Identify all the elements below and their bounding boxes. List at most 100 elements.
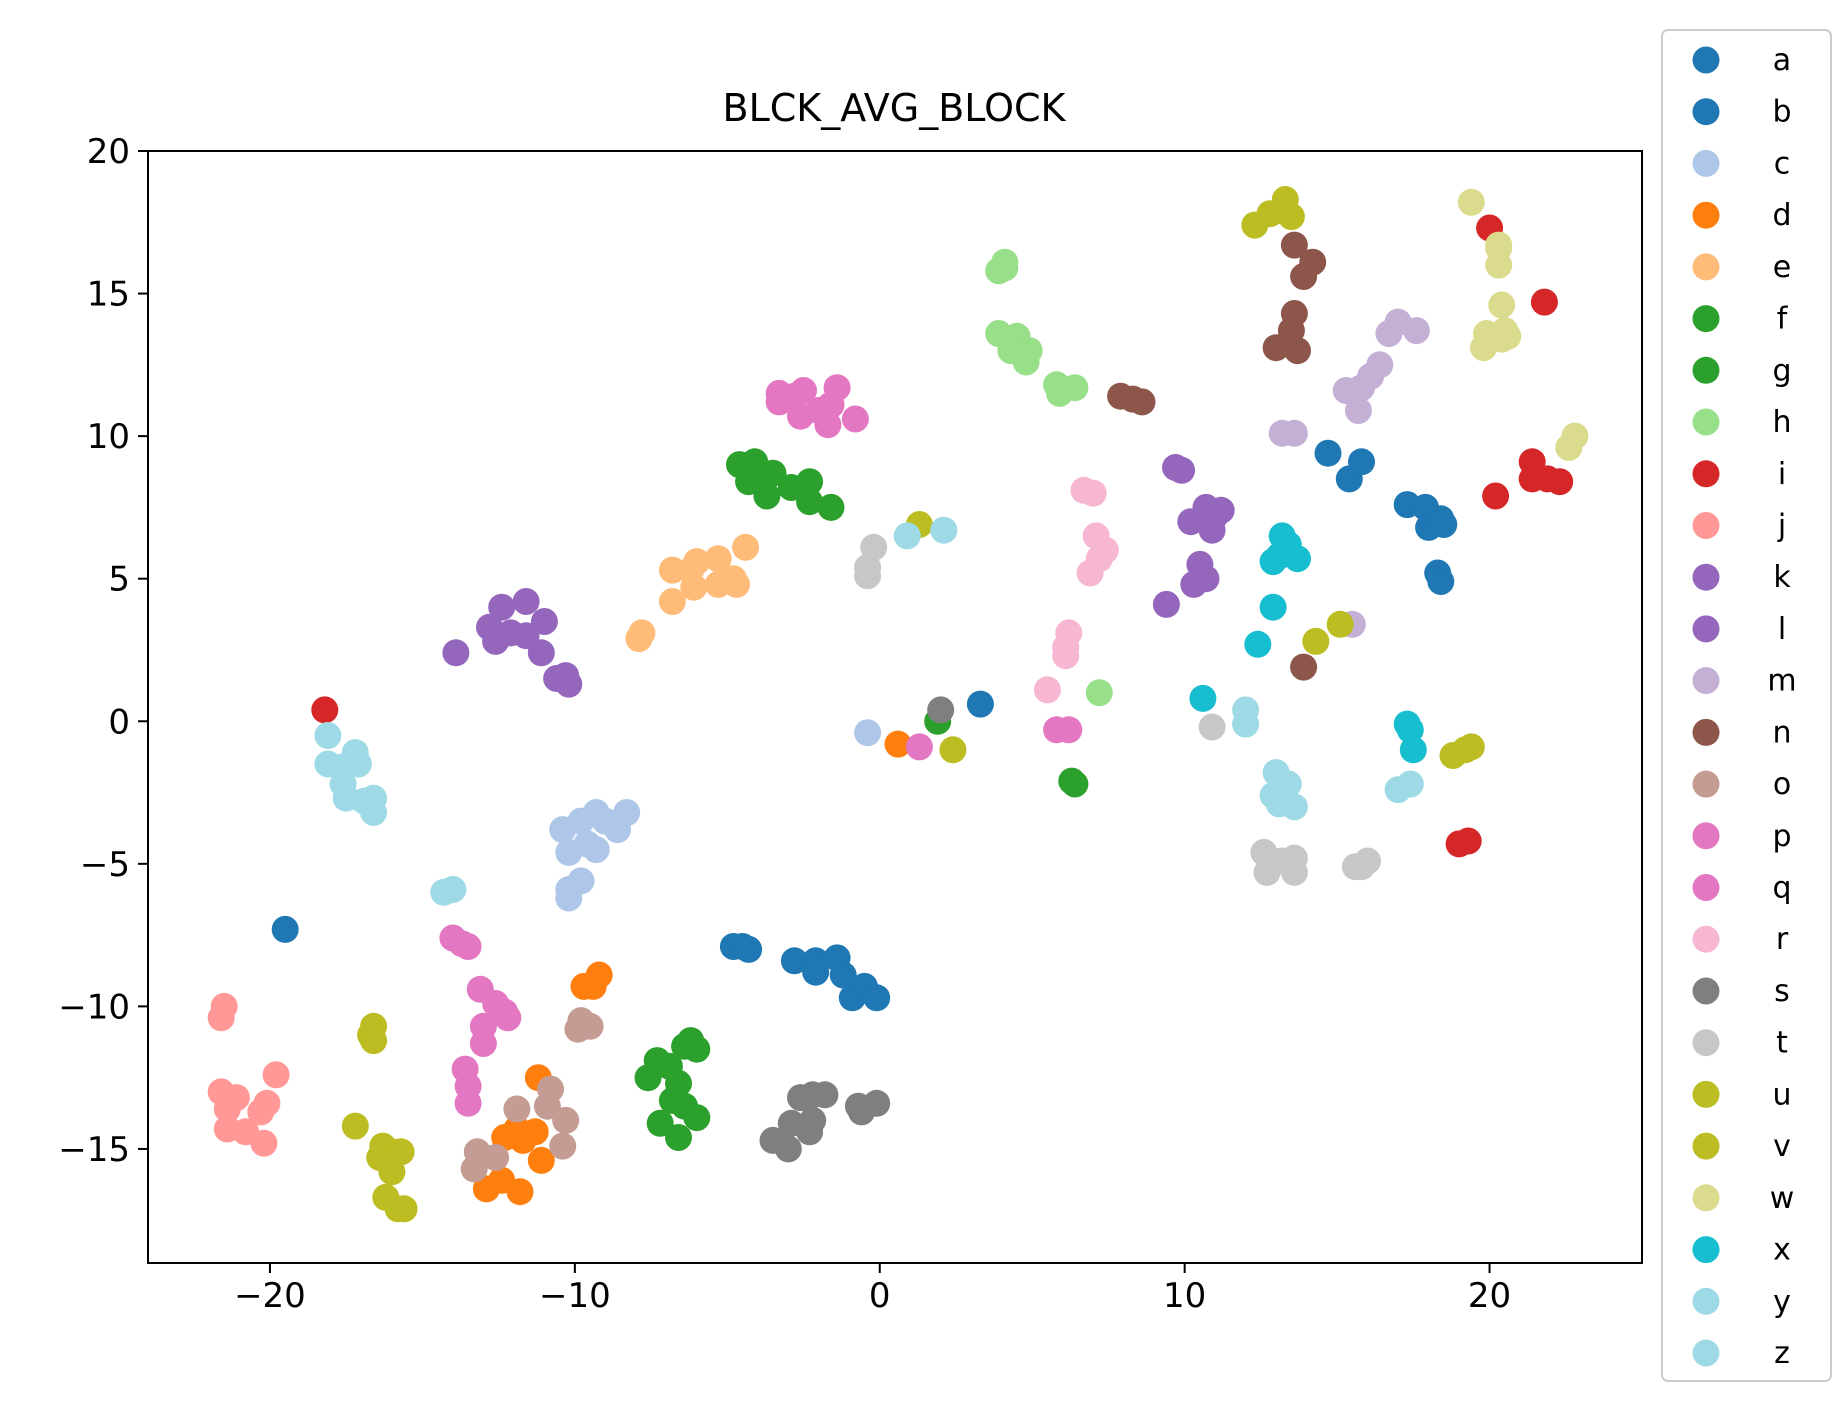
point-f-8 <box>796 488 824 516</box>
point-l-1 <box>1168 456 1196 484</box>
point-i-9 <box>1454 827 1482 855</box>
point-i-0 <box>311 696 339 724</box>
point-t-8 <box>1280 858 1308 886</box>
point-o-8 <box>482 1144 510 1171</box>
point-g-11 <box>665 1124 692 1151</box>
legend-marker-i <box>1692 460 1720 488</box>
point-x-9 <box>1396 716 1424 744</box>
point-e-7 <box>704 545 732 573</box>
point-h-2 <box>985 257 1013 285</box>
y-tick-label: 15 <box>87 275 130 315</box>
point-t-3 <box>1198 713 1226 741</box>
point-r-4 <box>1091 536 1119 564</box>
point-x-4 <box>1259 548 1287 576</box>
point-i-7 <box>1482 482 1510 510</box>
point-u-1 <box>939 736 967 764</box>
legend-label-o: o <box>1773 767 1791 802</box>
point-e-11 <box>732 533 760 561</box>
legend-label-h: h <box>1772 405 1791 440</box>
legend-marker-x <box>1692 1236 1720 1264</box>
point-w-11 <box>1485 231 1513 259</box>
plot-frame <box>147 150 1643 1264</box>
point-q-2 <box>454 933 482 960</box>
point-d-7 <box>521 1118 549 1146</box>
legend-label-m: m <box>1767 664 1796 699</box>
point-r-9 <box>1033 676 1061 704</box>
point-o-10 <box>549 1132 577 1160</box>
point-v-8 <box>378 1158 406 1186</box>
legend-marker-a <box>1692 46 1720 74</box>
point-c-9 <box>582 836 610 864</box>
legend-label-u: u <box>1772 1077 1791 1112</box>
legend-marker-l <box>1692 615 1720 643</box>
point-r-1 <box>1079 479 1107 507</box>
point-u-11 <box>1457 733 1485 761</box>
legend-marker-q <box>1692 874 1720 901</box>
point-v-3 <box>341 1112 369 1140</box>
legend-marker-u <box>1692 1080 1720 1108</box>
point-m-9 <box>1280 419 1308 447</box>
legend-marker-h <box>1692 408 1720 436</box>
point-q-7 <box>494 1004 522 1032</box>
legend-marker-r <box>1692 925 1720 953</box>
legend-marker-d <box>1692 201 1720 229</box>
point-s-3 <box>811 1081 839 1109</box>
point-p-9 <box>841 405 869 433</box>
point-b-1 <box>1314 439 1342 467</box>
x-tick-label: 10 <box>1163 1276 1206 1316</box>
point-y-11 <box>1271 784 1299 812</box>
chart-title: BLCK_AVG_BLOCK <box>723 86 1067 130</box>
point-n-5 <box>1262 334 1290 362</box>
point-k-5 <box>512 588 540 615</box>
legend-marker-j <box>1692 512 1720 539</box>
point-a-11 <box>966 690 994 718</box>
point-j-9 <box>262 1061 290 1089</box>
point-b-8 <box>1430 511 1458 538</box>
point-x-5 <box>1259 593 1287 621</box>
legend-label-b: b <box>1772 95 1791 130</box>
x-tick-label: −10 <box>539 1276 611 1316</box>
point-w-9 <box>1561 422 1589 450</box>
legend-label-i: i <box>1778 457 1786 492</box>
point-p-10 <box>905 733 933 761</box>
point-w-2 <box>1485 251 1513 279</box>
y-tick-label: 5 <box>108 560 130 600</box>
point-j-1 <box>207 1004 235 1032</box>
point-e-6 <box>680 573 708 601</box>
point-d-0 <box>884 730 912 758</box>
point-k-4 <box>482 627 510 655</box>
point-e-10 <box>723 570 750 598</box>
point-c-8 <box>613 799 641 826</box>
point-z-8 <box>360 799 388 826</box>
point-e-1 <box>625 625 653 653</box>
point-n-2 <box>1290 263 1318 290</box>
point-f-9 <box>817 493 845 521</box>
legend-label-d: d <box>1772 198 1791 233</box>
point-m-2 <box>1402 317 1430 345</box>
point-j-4 <box>213 1095 241 1123</box>
x-tick-label: 0 <box>869 1276 891 1316</box>
point-v-11 <box>390 1195 418 1223</box>
y-axis: −15 −10 −5 0 5 10 15 20 <box>58 132 148 1170</box>
point-o-6 <box>552 1106 580 1134</box>
legend-label-a: a <box>1773 43 1791 78</box>
legend-marker-y <box>1692 1287 1720 1315</box>
point-y-0 <box>893 522 921 550</box>
point-x-10 <box>1399 736 1427 764</box>
legend-marker-f <box>1692 305 1720 333</box>
point-t-11 <box>1348 853 1375 881</box>
point-l-10 <box>1192 565 1220 593</box>
point-n-0 <box>1280 231 1308 259</box>
point-q-8 <box>469 1030 497 1057</box>
point-t-2 <box>854 562 882 590</box>
point-i-2 <box>1530 288 1558 316</box>
point-f-4 <box>759 459 787 487</box>
point-a-7 <box>829 961 857 989</box>
point-s-0 <box>927 696 955 724</box>
point-f-7 <box>796 468 824 496</box>
point-o-4 <box>503 1095 531 1123</box>
point-c-12 <box>555 884 583 912</box>
point-j-10 <box>250 1129 278 1157</box>
point-f-12 <box>1058 767 1086 795</box>
